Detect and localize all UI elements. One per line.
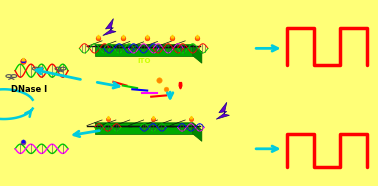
Polygon shape	[193, 45, 202, 63]
Polygon shape	[94, 123, 202, 130]
Polygon shape	[94, 45, 202, 52]
Polygon shape	[103, 19, 116, 36]
Polygon shape	[216, 102, 229, 119]
Polygon shape	[94, 45, 193, 56]
Text: DNase I: DNase I	[11, 85, 48, 94]
Polygon shape	[94, 123, 193, 134]
Text: ITO: ITO	[137, 58, 150, 64]
Polygon shape	[193, 123, 202, 141]
